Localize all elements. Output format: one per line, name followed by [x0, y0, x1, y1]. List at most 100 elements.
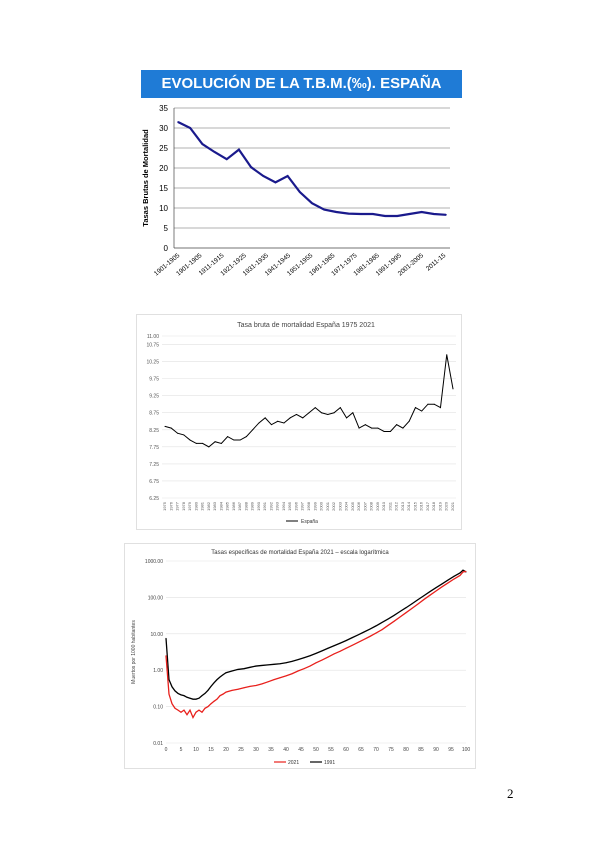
chart3-point	[315, 662, 317, 664]
chart3-point	[210, 685, 212, 687]
chart2-x-tick: 2000	[319, 501, 324, 511]
chart3-point	[309, 655, 311, 657]
chart2-x-tick: 2006	[356, 501, 361, 511]
chart2-point	[427, 403, 429, 405]
chart3-point	[447, 579, 449, 581]
chart3-y-tick: 1.00	[153, 668, 163, 674]
chart3-tasas-especificas-log: Tasas específicas de mortalidad España 2…	[124, 543, 476, 769]
chart3-x-tick: 30	[253, 747, 259, 753]
chart3-point	[189, 709, 191, 711]
chart3-point	[429, 594, 431, 596]
chart1-point	[359, 213, 362, 215]
chart3-point	[213, 682, 215, 684]
chart2-point	[202, 442, 204, 444]
chart2-x-tick: 2001	[325, 501, 330, 511]
chart2-point	[308, 412, 310, 414]
chart3-point	[351, 637, 353, 639]
chart3-point	[204, 707, 206, 709]
chart1-series-line	[177, 121, 447, 218]
chart3-point	[168, 693, 170, 695]
chart3-point	[309, 665, 311, 667]
chart1-point	[420, 211, 423, 213]
chart3-point	[261, 683, 263, 685]
chart3-point	[297, 659, 299, 661]
chart2-y-tick: 7.75	[149, 445, 159, 451]
chart2-point	[439, 407, 441, 409]
chart3-point	[198, 697, 200, 699]
chart2-x-tick: 1990	[256, 501, 261, 511]
chart1-point	[213, 151, 216, 153]
chart2-x-tick: 1989	[250, 501, 255, 511]
chart3-x-tick: 20	[223, 747, 229, 753]
chart1-y-tick: 15	[159, 184, 168, 193]
chart3-point	[177, 709, 179, 711]
chart3-point	[327, 647, 329, 649]
chart1-banner-title: EVOLUCIÓN DE LA T.B.M.(‰). ESPAÑA	[141, 70, 462, 98]
chart2-point	[170, 427, 172, 429]
chart2-x-tick: 2020	[444, 501, 449, 511]
chart2-x-tick: 2016	[419, 501, 424, 511]
chart3-point	[285, 675, 287, 677]
chart3-x-tick: 70	[373, 747, 379, 753]
chart2-title: Tasa bruta de mortalidad España 1975 202…	[237, 322, 375, 329]
chart1-y-tick: 5	[164, 224, 169, 233]
chart2-x-tick: 1981	[200, 501, 205, 511]
chart3-y-tick: 10.00	[150, 632, 163, 638]
chart1-point	[238, 148, 240, 151]
chart1-y-tick: 20	[159, 164, 168, 173]
chart3-point	[363, 631, 365, 633]
chart3-point	[315, 652, 317, 654]
chart3-x-tick: 80	[403, 747, 409, 753]
chart3-point	[375, 625, 377, 627]
chart2-point	[177, 432, 179, 434]
chart2-point	[164, 425, 166, 427]
chart2-frame	[136, 314, 462, 530]
chart2-point	[414, 407, 416, 409]
chart3-point	[222, 674, 224, 676]
chart2-tasa-bruta-1975-2021: Tasa bruta de mortalidad España 1975 202…	[136, 314, 462, 530]
chart3-point	[345, 640, 347, 642]
chart2-y-tick: 7.25	[149, 462, 159, 468]
chart3-point	[174, 707, 176, 709]
chart2-point	[227, 436, 229, 438]
chart2-y-tick: 10.75	[146, 343, 159, 349]
chart2-point	[302, 417, 304, 419]
chart2-point	[189, 439, 191, 441]
chart2-point	[258, 422, 260, 424]
chart3-point	[207, 689, 209, 691]
chart3-point	[165, 637, 167, 639]
chart1-y-tick: 25	[159, 144, 168, 153]
chart3-point	[267, 664, 269, 666]
chart2-x-tick: 2013	[400, 501, 405, 511]
chart3-point	[387, 624, 389, 626]
chart2-point	[283, 422, 285, 424]
chart3-point	[357, 641, 359, 643]
chart3-point	[345, 647, 347, 649]
chart3-point	[171, 686, 173, 688]
chart2-x-tick: 2004	[344, 501, 349, 511]
chart2-point	[346, 417, 348, 419]
chart3-point	[192, 698, 194, 700]
chart1-y-label: Tasas Brutas de Mortalidad	[141, 129, 150, 227]
chart1-point	[274, 181, 277, 184]
chart3-x-tick: 65	[358, 747, 364, 753]
chart1-point	[262, 175, 265, 177]
chart3-point	[180, 711, 182, 713]
chart2-legend-label: España	[301, 519, 318, 525]
chart2-x-tick: 1985	[225, 501, 230, 511]
chart3-point	[237, 668, 239, 670]
chart3-point	[216, 679, 218, 681]
chart3-x-tick: 50	[313, 747, 319, 753]
chart2-point	[277, 420, 279, 422]
chart3-point	[429, 591, 431, 593]
chart3-point	[453, 575, 455, 577]
chart2-x-tick: 1996	[293, 501, 298, 511]
chart2-x-tick: 2018	[431, 501, 436, 511]
chart3-point	[183, 695, 185, 697]
chart3-x-tick: 15	[208, 747, 214, 753]
chart3-title: Tasas específicas de mortalidad España 2…	[211, 550, 389, 556]
chart2-y-tick: 10.25	[146, 360, 159, 366]
chart2-point	[383, 430, 385, 432]
chart3-x-tick: 95	[448, 747, 454, 753]
chart3-point	[213, 700, 215, 702]
